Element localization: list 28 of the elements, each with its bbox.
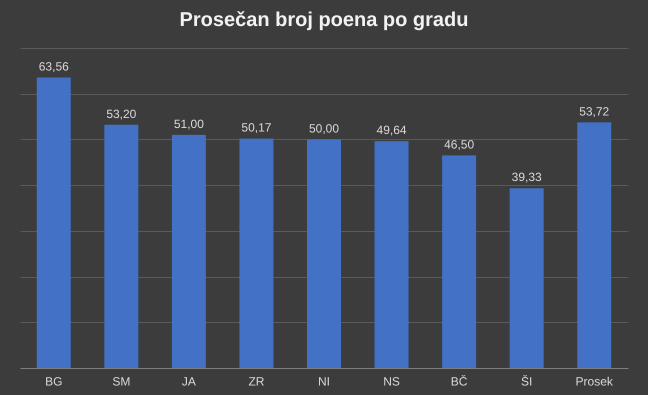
data-label: 46,50: [444, 137, 474, 152]
x-tick-label: ZR: [248, 374, 265, 388]
x-tick-label: Prosek: [576, 374, 614, 388]
data-label: 51,00: [174, 116, 204, 131]
bar: [172, 134, 206, 368]
bar: [104, 124, 138, 368]
bar: [307, 139, 341, 368]
data-label: 53,72: [579, 104, 610, 118]
data-label: 50,00: [308, 121, 340, 136]
bar: [442, 155, 476, 368]
x-tick-label: BČ: [450, 374, 468, 388]
bar: [510, 188, 544, 368]
x-tick-label: ŠI: [520, 374, 532, 388]
bar: [36, 77, 71, 368]
x-tick-label: JA: [182, 374, 196, 388]
chart-title: Prosečan broj poena po gradu: [180, 9, 468, 31]
data-label: 39,33: [512, 170, 542, 184]
bar: [374, 141, 409, 368]
x-tick-label: NS: [383, 374, 400, 388]
data-label: 63,56: [38, 59, 70, 74]
bar: [577, 122, 612, 368]
x-tick-label: BG: [45, 374, 62, 388]
bar: [239, 138, 274, 368]
data-label: 53,20: [106, 106, 137, 121]
data-label: 50,17: [241, 120, 272, 135]
data-label: 49,64: [376, 123, 407, 138]
x-tick-label: SM: [112, 374, 130, 388]
x-tick-label: NI: [318, 374, 330, 388]
